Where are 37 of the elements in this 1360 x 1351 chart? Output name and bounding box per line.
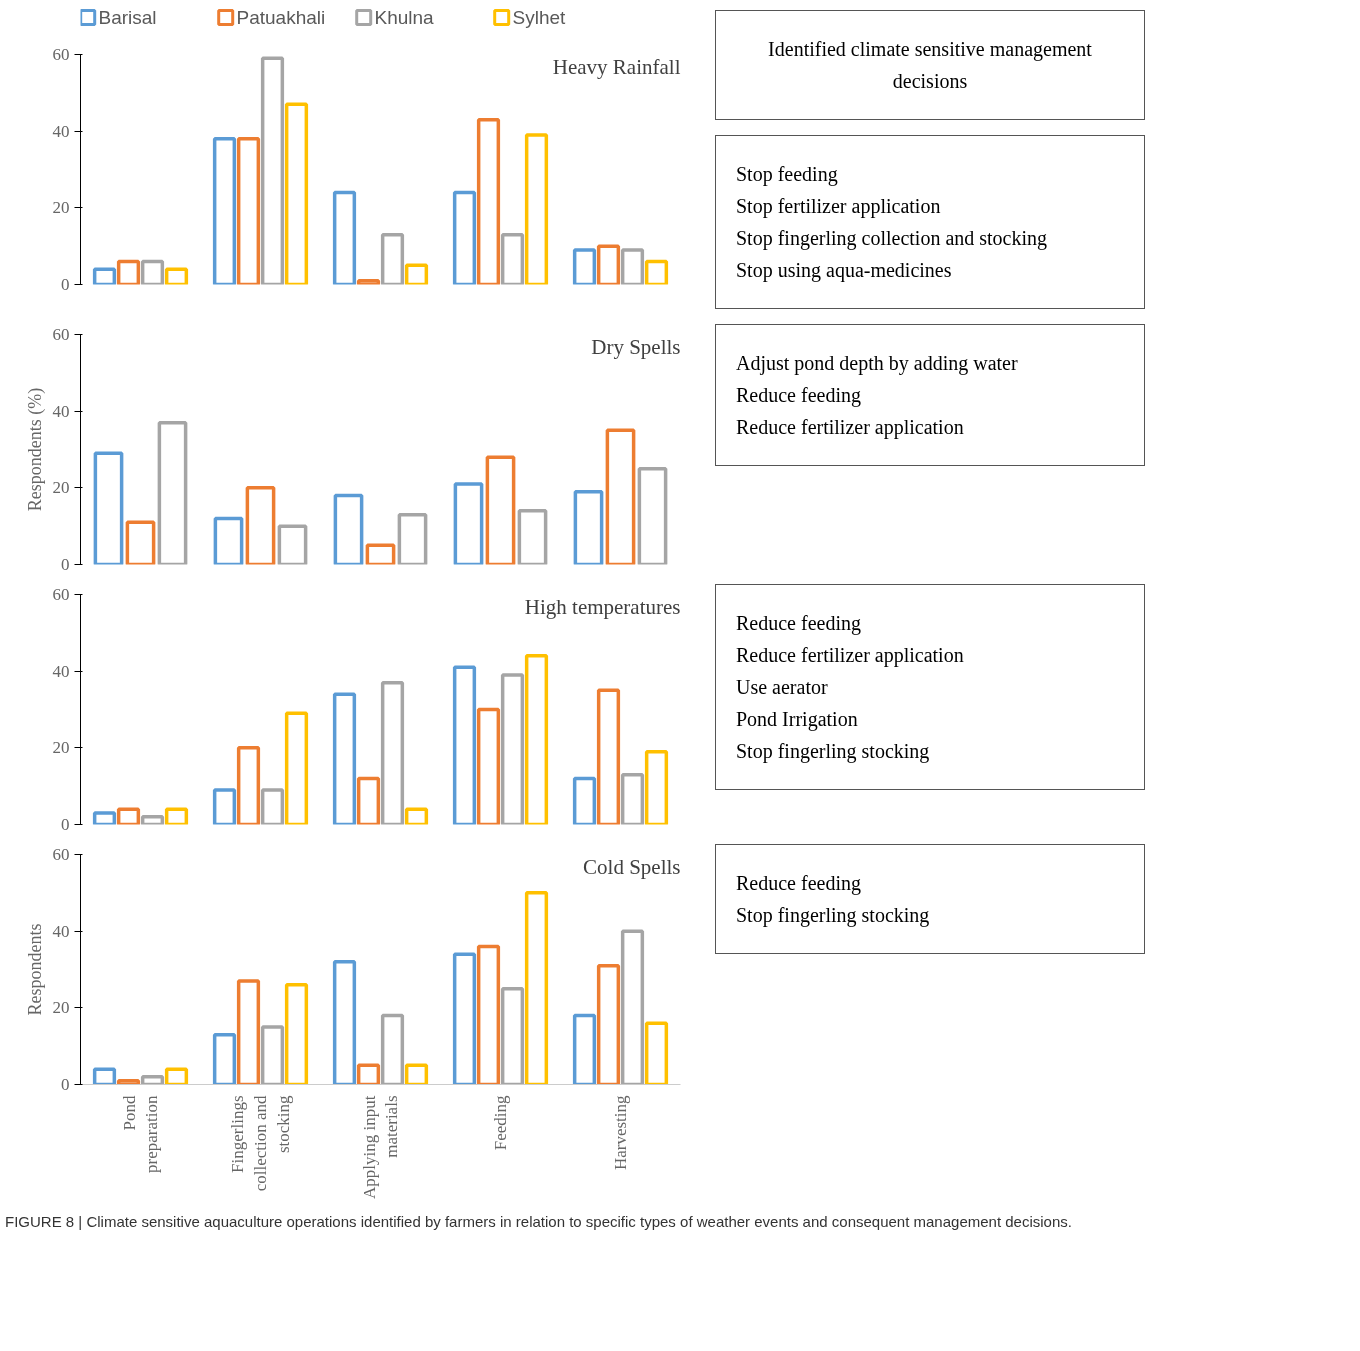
y-tick-label: 60 bbox=[52, 45, 70, 64]
y-tick-label: 40 bbox=[52, 661, 70, 681]
text: Adjust pond depth by adding water Reduce feeding Reduce fertilizer application bbox=[736, 351, 1018, 441]
chart-title: High temperatures bbox=[524, 594, 681, 619]
chart-title: Dry Spells bbox=[591, 334, 681, 359]
legend-label: Khulna bbox=[374, 7, 435, 28]
legend-label: Sylhet bbox=[512, 7, 567, 28]
chart-title: Heavy Rainfall bbox=[552, 54, 681, 79]
y-tick-label: 0 bbox=[61, 275, 70, 294]
y-tick-label: 0 bbox=[61, 815, 70, 834]
y-tick-label: 0 bbox=[61, 555, 70, 574]
x-tick-label: Feeding bbox=[491, 1095, 510, 1151]
y-tick-label: 0 bbox=[61, 1075, 70, 1094]
legend-label: Patuakhali bbox=[236, 7, 326, 28]
caption: FIGURE 8 | Climate sensitive aquaculture operations identified by farmers in relation to specific types of weather events and consequent management decisions. bbox=[5, 1212, 1072, 1232]
y-tick-label: 60 bbox=[52, 325, 70, 344]
y-tick-label: 20 bbox=[52, 998, 70, 1018]
text: Reduce feeding Stop fingerling stocking bbox=[736, 871, 930, 929]
chart-title: Cold Spells bbox=[583, 854, 681, 879]
y-tick-label: 20 bbox=[52, 198, 70, 218]
text: Stop feeding Stop fertilizer application Stop fingerling collection and stocking Stop using aqua-medicines bbox=[736, 162, 1048, 284]
y-axis-title: Respondents bbox=[24, 923, 45, 1016]
y-tick-label: 40 bbox=[52, 121, 70, 141]
legend-label: Barisal bbox=[98, 7, 157, 28]
x-tick-label: Harvesting bbox=[611, 1095, 630, 1171]
y-tick-label: 20 bbox=[52, 738, 70, 758]
text: Reduce feeding Reduce fertilizer application Use aerator Pond Irrigation Stop fingerling stocking bbox=[736, 611, 964, 765]
y-tick-label: 40 bbox=[52, 401, 70, 421]
y-axis-title: Respondents (%) bbox=[24, 387, 46, 512]
y-tick-label: 60 bbox=[52, 585, 70, 604]
y-tick-label: 20 bbox=[52, 478, 70, 498]
x-tick-label: Applying input materials bbox=[359, 1095, 402, 1199]
text: Identified climate sensitive management decisions bbox=[767, 37, 1093, 94]
x-tick-label: Fingerlings collection and stocking bbox=[228, 1095, 293, 1192]
y-tick-label: 40 bbox=[52, 921, 70, 941]
y-tick-label: 60 bbox=[52, 845, 70, 864]
x-tick-label: Pond preparation bbox=[119, 1095, 162, 1173]
